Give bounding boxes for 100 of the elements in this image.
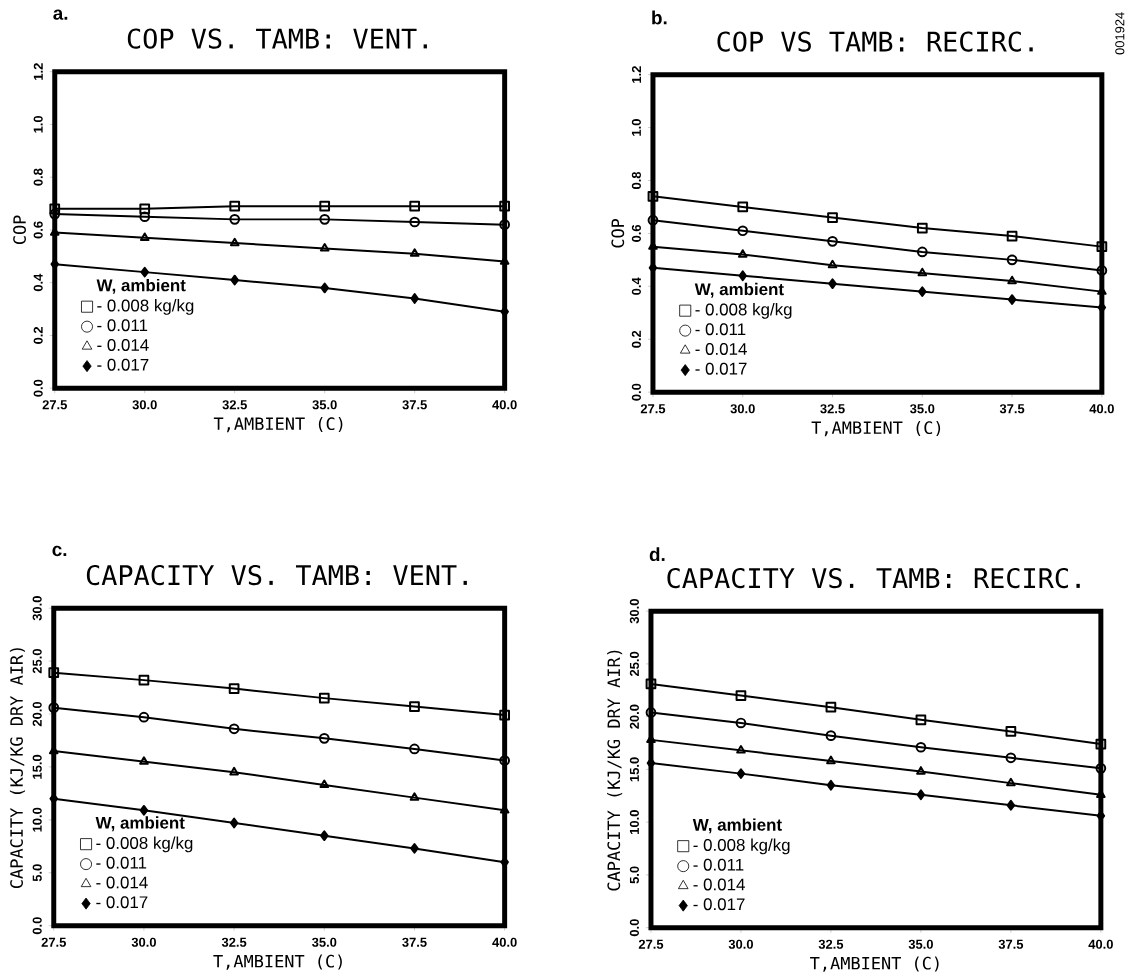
- point: [229, 200, 241, 212]
- y-tick-label: 0.0: [631, 383, 641, 401]
- y-tick-label: 10.0: [629, 809, 639, 834]
- point: [499, 200, 511, 212]
- point: [138, 711, 150, 723]
- point: [1006, 230, 1018, 242]
- point: [139, 232, 150, 241]
- point: [228, 723, 240, 735]
- point: [140, 266, 149, 278]
- x-tick-label: 35.0: [312, 937, 337, 947]
- x-tick-label: 27.5: [42, 400, 67, 410]
- y-tick-label: 0.0: [629, 919, 639, 937]
- legend-title: W, ambient: [694, 282, 784, 298]
- point: [48, 667, 60, 678]
- point: [916, 789, 926, 800]
- legend-label: - 0.014: [96, 876, 148, 889]
- y-tick-label: 25.0: [32, 648, 42, 674]
- y-tick-label: 0.4: [33, 273, 43, 292]
- point: [409, 743, 420, 755]
- point: [409, 792, 420, 801]
- point: [319, 242, 330, 252]
- point: [410, 293, 419, 304]
- x-tick-label: 27.5: [640, 404, 666, 414]
- x-tick-label: 27.5: [41, 937, 66, 947]
- x-tick-label: 30.0: [131, 937, 156, 947]
- y-axis-title: CAPACITY (KJ/KG DRY AIR): [9, 648, 25, 888]
- x-tick-label: 37.5: [998, 939, 1024, 949]
- point: [827, 235, 838, 247]
- chart-title: COP VS TAMB: RECIRC.: [717, 31, 1033, 52]
- point: [320, 830, 329, 841]
- y-tick-label: 0.8: [33, 168, 43, 186]
- point: [319, 779, 330, 788]
- point: [228, 683, 240, 694]
- x-axis-title: T,AMBIENT (C): [213, 954, 342, 970]
- point: [138, 674, 150, 686]
- point: [826, 755, 836, 765]
- y-tick-label: 20.0: [32, 701, 42, 727]
- legend-label: - 0.008 kg/kg: [97, 298, 194, 315]
- legend-label: - 0.011: [695, 323, 746, 336]
- x-tick-label: 32.5: [820, 404, 845, 414]
- point: [1005, 752, 1017, 764]
- x-tick-label: 37.5: [999, 404, 1025, 414]
- point: [916, 222, 928, 234]
- point: [229, 237, 240, 247]
- x-tick-label: 30.0: [730, 404, 755, 414]
- point: [139, 804, 149, 816]
- chart-title: CAPACITY VS. TAMB: VENT.: [86, 564, 467, 586]
- x-axis-title: T,AMBIENT (C): [213, 416, 343, 433]
- point: [139, 211, 151, 222]
- point: [230, 274, 239, 286]
- point: [825, 701, 837, 713]
- point: [915, 741, 927, 753]
- point: [319, 213, 331, 225]
- legend-label: - 0.008 kg/kg: [693, 838, 790, 855]
- point: [1007, 294, 1017, 305]
- legend-label: - 0.017: [97, 358, 149, 371]
- point: [409, 216, 421, 228]
- y-tick-label: 0.2: [33, 326, 43, 344]
- point: [499, 709, 511, 721]
- x-tick-label: 37.5: [402, 400, 427, 410]
- point: [318, 692, 330, 704]
- chart-title: CAPACITY VS. TAMB: RECIRC.: [667, 567, 1080, 589]
- y-tick-label: 25.0: [629, 651, 639, 676]
- point: [409, 200, 421, 212]
- point: [736, 744, 746, 754]
- y-tick-label: 1.2: [631, 66, 641, 83]
- x-tick-label: 35.0: [910, 404, 935, 414]
- point: [735, 717, 747, 729]
- legend-label: - 0.017: [693, 898, 745, 911]
- point: [826, 779, 836, 791]
- point: [1095, 738, 1107, 750]
- legend-label: - 0.014: [695, 342, 747, 355]
- y-tick-label: 1.2: [33, 63, 43, 80]
- legend-title: W, ambient: [95, 816, 185, 832]
- point: [736, 768, 746, 779]
- x-tick-label: 30.0: [132, 400, 157, 410]
- legend-label: - 0.008 kg/kg: [695, 302, 792, 319]
- x-axis-title: T,AMBIENT (C): [811, 420, 941, 437]
- legend-label: - 0.014: [693, 878, 745, 891]
- point: [229, 817, 239, 829]
- y-tick-label: 1.0: [631, 118, 641, 136]
- text: b.: [652, 10, 667, 25]
- y-tick-label: 5.0: [32, 864, 42, 882]
- text: d.: [649, 547, 665, 561]
- point: [229, 213, 241, 225]
- legend-label: - 0.008 kg/kg: [96, 836, 193, 853]
- x-tick-label: 35.0: [312, 400, 337, 410]
- y-tick-label: 0.0: [33, 379, 43, 397]
- point: [825, 730, 837, 741]
- point: [737, 249, 748, 258]
- y-tick-label: 0.4: [631, 277, 641, 295]
- y-tick-label: 0.2: [631, 330, 641, 348]
- point: [735, 690, 747, 701]
- x-tick-label: 40.0: [1088, 939, 1113, 949]
- legend-label: - 0.011: [693, 858, 744, 871]
- y-tick-label: 0.8: [631, 171, 641, 189]
- x-tick-label: 35.0: [908, 939, 933, 949]
- point: [49, 203, 61, 215]
- legend-title: W, ambient: [96, 278, 186, 294]
- x-tick-label: 30.0: [728, 939, 753, 949]
